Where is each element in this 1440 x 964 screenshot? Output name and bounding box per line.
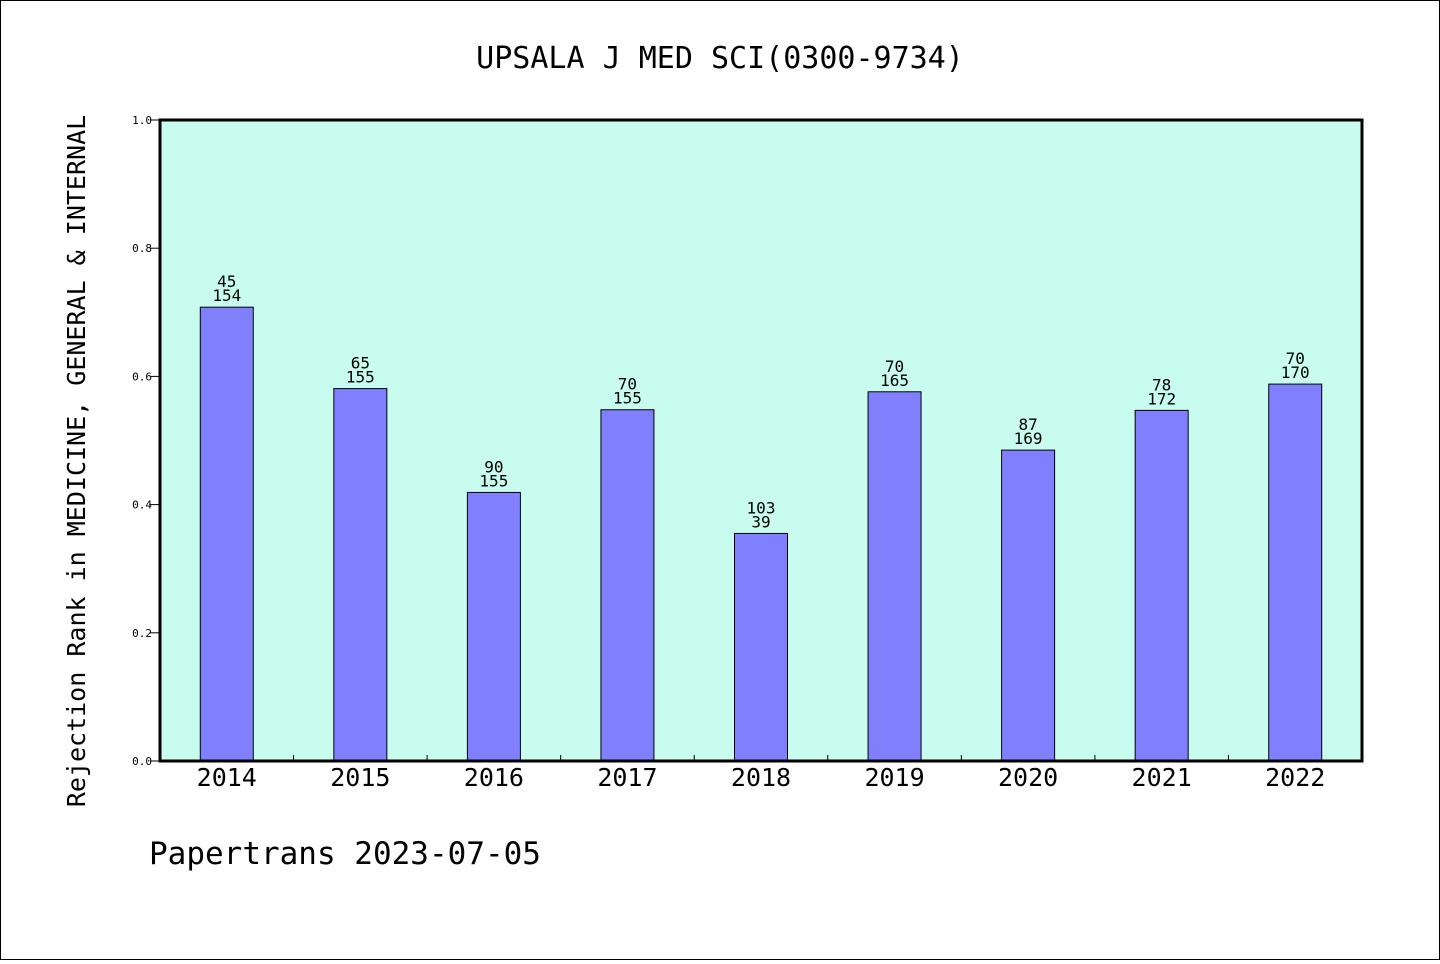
x-tick-label-2021: 2021 bbox=[1132, 763, 1192, 792]
data-label-bottom-2020: 169 bbox=[1014, 429, 1043, 448]
y-axis-label: Rejection Rank in MEDICINE, GENERAL & IN… bbox=[62, 115, 91, 807]
bar-2020 bbox=[1001, 449, 1056, 762]
data-label-bottom-2021: 172 bbox=[1147, 389, 1176, 408]
x-tick-label-2017: 2017 bbox=[597, 763, 657, 792]
x-tick-label-2022: 2022 bbox=[1265, 763, 1325, 792]
data-label-bottom-2019: 165 bbox=[880, 371, 909, 390]
data-label-bottom-2015: 155 bbox=[346, 368, 375, 387]
data-label-top-2020: 87 bbox=[1018, 415, 1037, 434]
y-tick-label-0.6: 0.6 bbox=[132, 370, 152, 383]
x-tick-label-2014: 2014 bbox=[197, 763, 257, 792]
x-tick-label-2019: 2019 bbox=[864, 763, 924, 792]
x-tick-label-2020: 2020 bbox=[998, 763, 1058, 792]
y-tick-label-1.0: 1.0 bbox=[132, 114, 152, 127]
data-label-bottom-2016: 155 bbox=[479, 471, 508, 490]
data-label-top-2014: 45 bbox=[217, 272, 236, 291]
data-label-top-2016: 90 bbox=[484, 457, 503, 476]
data-label-bottom-2014: 154 bbox=[212, 286, 241, 305]
data-label-bottom-2017: 155 bbox=[613, 389, 642, 408]
bar-2015 bbox=[333, 388, 388, 762]
data-label-top-2021: 78 bbox=[1152, 375, 1171, 394]
x-tick-label-2018: 2018 bbox=[731, 763, 791, 792]
footer-credit: Papertrans 2023-07-05 bbox=[149, 836, 541, 872]
bar-2014 bbox=[199, 306, 254, 762]
axes-group: 2014 2015 2016 2017 2018 2019 2020 2021 2022 0.0 0… bbox=[132, 114, 1325, 792]
x-tick-label-2015: 2015 bbox=[330, 763, 390, 792]
data-label-top-2019: 70 bbox=[885, 357, 904, 376]
y-tick-label-0.2: 0.2 bbox=[132, 627, 152, 640]
bar-2022 bbox=[1268, 383, 1323, 762]
y-tick-label-0.0: 0.0 bbox=[132, 755, 152, 768]
plot-border bbox=[158, 118, 1364, 763]
bar-2017 bbox=[600, 409, 655, 762]
bar-2016 bbox=[466, 491, 521, 762]
bar-2018 bbox=[734, 532, 788, 762]
y-tick-label-0.8: 0.8 bbox=[132, 242, 152, 255]
chart-title: UPSALA J MED SCI(0300-9734) bbox=[476, 41, 964, 76]
data-label-top-2018: 103 bbox=[747, 498, 776, 517]
x-tick-label-2016: 2016 bbox=[464, 763, 524, 792]
data-label-top-2017: 70 bbox=[618, 375, 637, 394]
data-label-bottom-2018: 39 bbox=[751, 512, 770, 531]
bar-2021 bbox=[1134, 409, 1189, 762]
bar-2019 bbox=[867, 391, 922, 762]
bars-group: 4515465155901557015510339701658716978172… bbox=[199, 272, 1323, 762]
data-label-bottom-2022: 170 bbox=[1281, 363, 1310, 382]
data-label-top-2015: 65 bbox=[351, 354, 370, 373]
y-tick-label-0.4: 0.4 bbox=[132, 499, 152, 512]
data-label-top-2022: 70 bbox=[1286, 349, 1305, 368]
